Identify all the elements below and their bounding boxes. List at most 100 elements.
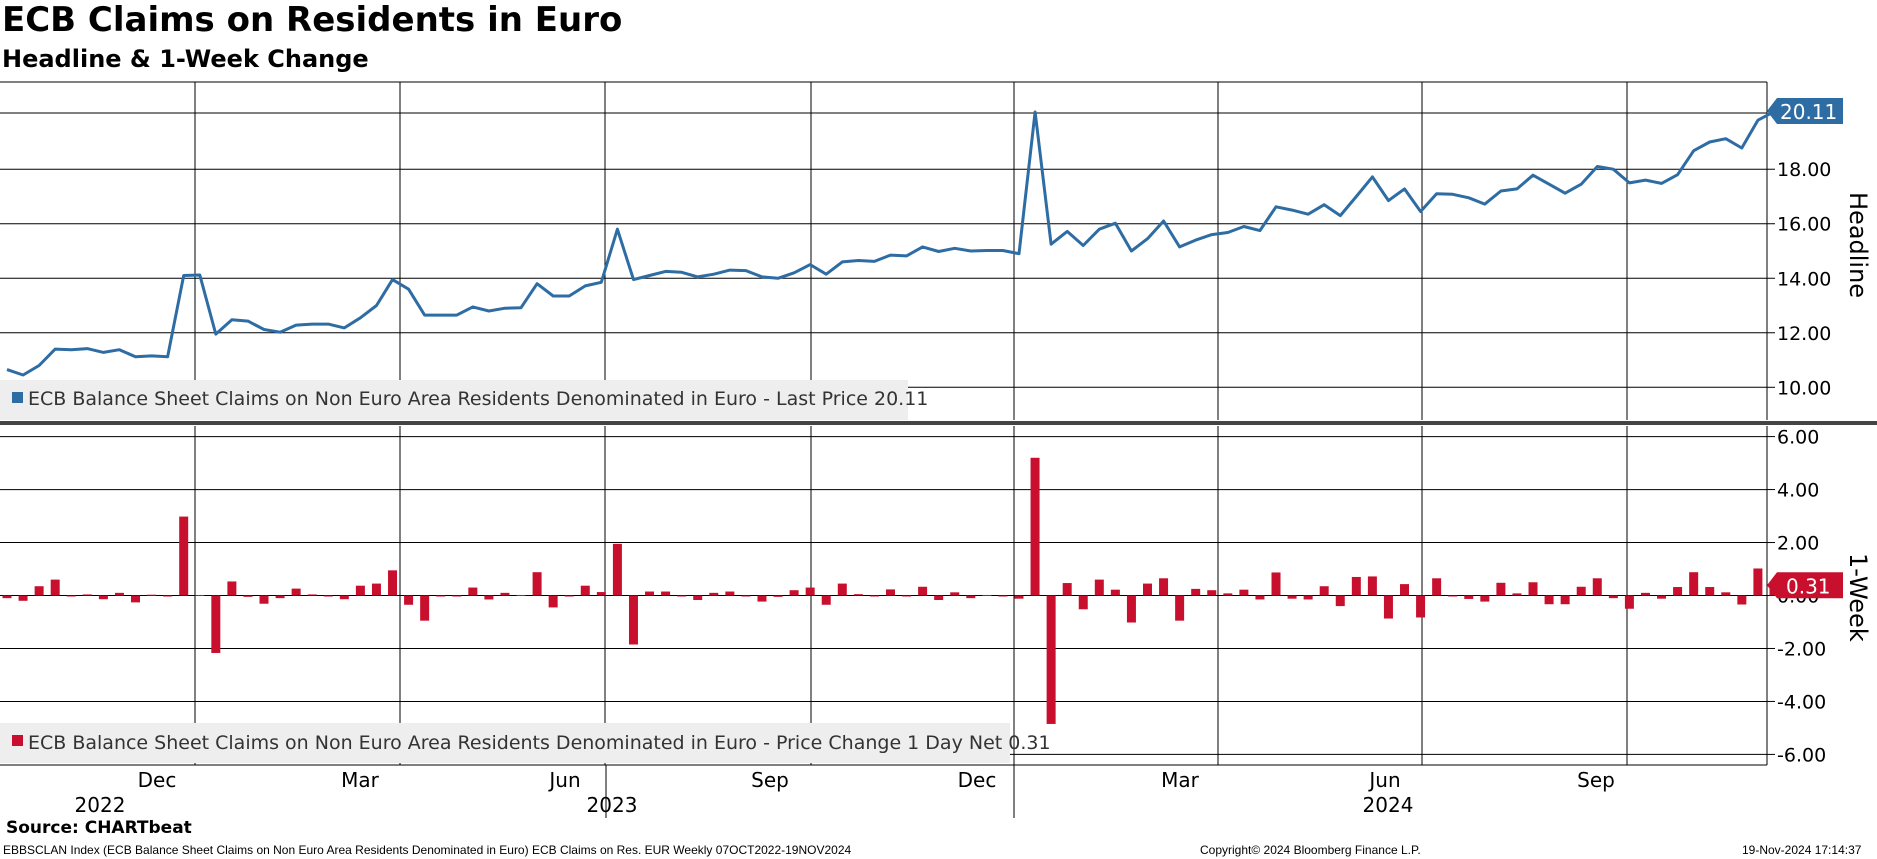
- x-tick-label-year: 2022: [75, 793, 126, 817]
- legend-box-top: [0, 380, 908, 420]
- bar: [1303, 595, 1313, 600]
- bar: [1030, 457, 1040, 596]
- bar: [1657, 595, 1667, 599]
- last-value-tag-top: [1767, 98, 1843, 124]
- bar: [1576, 586, 1586, 596]
- legend-text-top: ECB Balance Sheet Claims on Non Euro Are…: [28, 388, 928, 410]
- bar: [404, 595, 414, 605]
- y-tick-label: 12.00: [1777, 323, 1831, 345]
- bar: [837, 583, 847, 596]
- last-value-label-top: 20.11: [1780, 100, 1837, 124]
- bar: [1014, 595, 1024, 599]
- bar: [885, 589, 895, 596]
- bar: [725, 591, 735, 596]
- bar: [789, 590, 799, 596]
- bar: [1223, 593, 1233, 596]
- bar: [1110, 589, 1120, 596]
- x-tick-label-month: Dec: [958, 768, 997, 792]
- bar: [1737, 595, 1747, 605]
- bar: [1239, 589, 1249, 596]
- bar: [1319, 586, 1329, 596]
- bar: [163, 595, 173, 597]
- bar: [307, 594, 317, 596]
- bar: [1159, 578, 1169, 596]
- bar: [195, 594, 205, 596]
- bar: [339, 595, 349, 600]
- bar: [1255, 595, 1265, 600]
- chart-subtitle: Headline & 1-Week Change: [2, 45, 369, 73]
- bar: [1608, 595, 1618, 599]
- bar: [1046, 595, 1056, 724]
- x-tick-label-year: 2024: [1363, 793, 1414, 817]
- bar: [532, 572, 542, 596]
- bar: [853, 594, 863, 596]
- y-tick-label: 4.00: [1777, 480, 1819, 502]
- bar: [773, 595, 783, 597]
- chart-title: ECB Claims on Residents in Euro: [2, 0, 623, 40]
- bar: [1448, 595, 1458, 597]
- bar: [259, 595, 269, 604]
- x-tick-label-month: Dec: [138, 768, 177, 792]
- y-tick-label: -6.00: [1777, 744, 1826, 766]
- bar: [420, 595, 430, 621]
- legend-swatch-bottom: [12, 735, 23, 746]
- bar: [1062, 583, 1072, 596]
- bar: [1094, 579, 1104, 596]
- bar: [66, 595, 76, 597]
- source-label: Source: CHARTbeat: [6, 818, 192, 838]
- bar: [1383, 595, 1393, 619]
- bar: [114, 592, 124, 596]
- bar: [147, 594, 157, 596]
- bar: [516, 594, 526, 596]
- bar: [1432, 578, 1442, 596]
- bar: [918, 586, 928, 596]
- last-value-tag-bottom: [1767, 572, 1843, 599]
- bar: [628, 595, 638, 645]
- bar: [1367, 576, 1377, 596]
- series-line: [6, 110, 1775, 377]
- y-tick-label: -2.00: [1777, 638, 1826, 660]
- bar: [1496, 582, 1506, 596]
- bar: [34, 586, 44, 596]
- y-tick-label: -4.00: [1777, 691, 1826, 713]
- bar: [693, 595, 703, 601]
- x-tick-label-month: Mar: [1161, 768, 1200, 792]
- bar: [1689, 572, 1699, 596]
- axis-label-bottom: 1-Week: [1844, 553, 1872, 642]
- x-tick-label-month: Jun: [547, 768, 580, 792]
- bar: [18, 595, 28, 601]
- bar: [1416, 595, 1426, 618]
- legend-swatch-top: [12, 392, 23, 403]
- y-tick-label: 2.00: [1777, 533, 1819, 555]
- bar: [612, 543, 622, 596]
- bar: [131, 595, 141, 603]
- y-tick-label: 18.00: [1777, 159, 1831, 181]
- bar: [243, 595, 253, 597]
- y-tick-label: 10.00: [1777, 377, 1831, 399]
- footer-timestamp: 19-Nov-2024 17:14:37: [1742, 843, 1862, 857]
- bar: [1705, 587, 1715, 596]
- bar: [388, 570, 398, 596]
- bar: [452, 595, 462, 597]
- bar: [82, 594, 92, 596]
- bar: [982, 594, 992, 596]
- bar: [596, 592, 606, 596]
- bar: [1351, 576, 1361, 596]
- bar: [1271, 572, 1281, 596]
- footer-copyright: Copyright© 2024 Bloomberg Finance L.P.: [1200, 843, 1421, 857]
- y-tick-label: 16.00: [1777, 214, 1831, 236]
- bar: [580, 585, 590, 596]
- bar: [500, 592, 510, 596]
- bar: [1191, 588, 1201, 596]
- bar: [934, 595, 944, 601]
- bar: [1528, 582, 1538, 596]
- bar: [1287, 595, 1297, 599]
- legend-box-bottom: [0, 723, 1010, 763]
- bar: [1078, 595, 1088, 610]
- bar: [291, 588, 301, 596]
- panel-divider: [0, 421, 1877, 425]
- x-tick-label-month: Jun: [1367, 768, 1400, 792]
- bar: [2, 595, 12, 599]
- bar: [548, 595, 558, 608]
